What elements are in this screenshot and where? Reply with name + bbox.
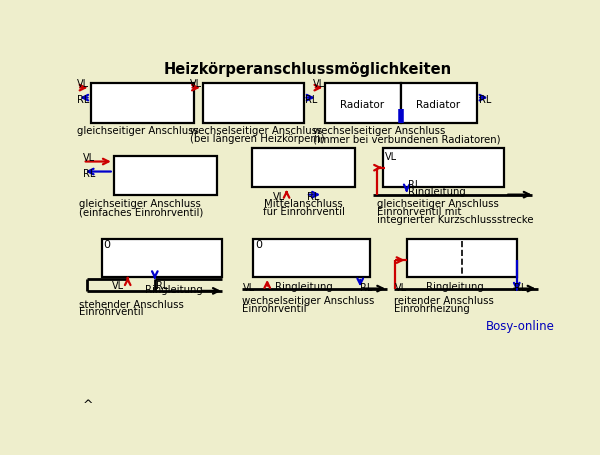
Text: VL: VL	[313, 79, 325, 89]
Text: VL: VL	[77, 79, 89, 89]
Bar	[114, 157, 217, 195]
Text: wechselseitiger Anschluss: wechselseitiger Anschluss	[242, 296, 374, 306]
Text: gleichseitiger Anschluss: gleichseitiger Anschluss	[79, 199, 201, 209]
Text: Ringleitung: Ringleitung	[426, 281, 484, 291]
Text: Mittelanschluss: Mittelanschluss	[264, 199, 343, 209]
Text: 0: 0	[104, 239, 110, 249]
Text: (einfaches Einrohrventil): (einfaches Einrohrventil)	[79, 207, 203, 217]
Text: Einrohrheizung: Einrohrheizung	[394, 303, 470, 313]
Text: Einrohrventil mit: Einrohrventil mit	[377, 207, 462, 217]
Text: RL: RL	[308, 192, 320, 201]
Text: Bosy-online: Bosy-online	[486, 320, 554, 333]
Bar	[91, 84, 194, 124]
Text: RL: RL	[479, 95, 491, 105]
Text: gleichseitiger Anschluss: gleichseitiger Anschluss	[377, 199, 499, 209]
Text: RL: RL	[408, 180, 421, 190]
Text: RL: RL	[305, 95, 317, 105]
Text: für Einrohrventil: für Einrohrventil	[263, 207, 344, 217]
Text: Einrohrventil: Einrohrventil	[242, 303, 306, 313]
Text: Ringleitung: Ringleitung	[275, 281, 333, 291]
Text: RL: RL	[77, 95, 90, 105]
Text: wechselseitiger Anschluss: wechselseitiger Anschluss	[313, 126, 445, 136]
Bar	[401, 84, 477, 124]
Bar	[325, 84, 401, 124]
Text: stehender Anschluss: stehender Anschluss	[79, 299, 184, 309]
Text: VL: VL	[243, 282, 256, 292]
Text: Einrohrventil: Einrohrventil	[79, 307, 143, 317]
Text: RL: RL	[155, 280, 168, 290]
Bar	[253, 239, 370, 278]
Text: wechselseitiger Anschluss: wechselseitiger Anschluss	[190, 126, 322, 136]
Text: Radiator: Radiator	[340, 100, 385, 110]
Text: VL: VL	[112, 280, 124, 290]
Bar	[383, 149, 503, 187]
Text: reitender Anschluss: reitender Anschluss	[394, 296, 494, 306]
Text: integrierter Kurzschlussstrecke: integrierter Kurzschlussstrecke	[377, 214, 534, 224]
Text: 0: 0	[255, 239, 262, 249]
Text: Heizkörperanschlussmöglichkeiten: Heizkörperanschlussmöglichkeiten	[163, 62, 452, 77]
Text: Ringleitung: Ringleitung	[408, 187, 466, 197]
Text: Ringleitung: Ringleitung	[145, 284, 203, 294]
Bar	[102, 239, 222, 278]
Bar	[252, 149, 355, 187]
Text: VL: VL	[190, 79, 202, 89]
Text: (immer bei verbundenen Radiatoren): (immer bei verbundenen Radiatoren)	[313, 134, 500, 144]
Text: VL: VL	[272, 192, 285, 201]
Text: ^: ^	[83, 398, 93, 411]
Text: RL: RL	[360, 282, 373, 292]
Text: RL: RL	[514, 282, 526, 292]
Text: Radiator: Radiator	[416, 100, 461, 110]
Bar	[203, 84, 304, 124]
Text: (bei längeren Heizkörpern): (bei längeren Heizkörpern)	[190, 134, 325, 144]
Text: VL: VL	[385, 152, 397, 162]
Text: RL: RL	[83, 168, 95, 178]
Bar	[407, 239, 517, 278]
Text: VL: VL	[395, 282, 407, 292]
Text: VL: VL	[83, 152, 95, 162]
Text: gleichseitiger Anschluss: gleichseitiger Anschluss	[77, 126, 199, 136]
